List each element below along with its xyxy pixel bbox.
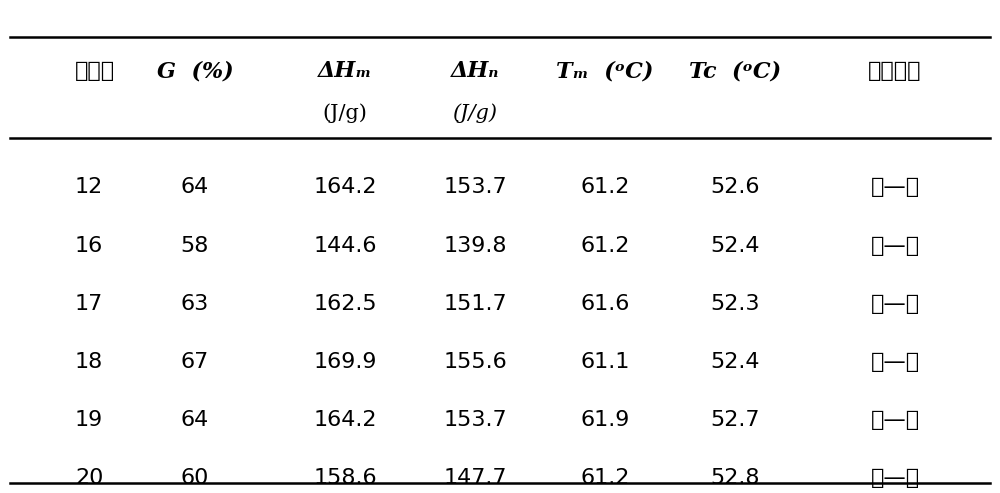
Text: 164.2: 164.2 — [313, 410, 377, 430]
Text: 58: 58 — [181, 236, 209, 255]
Text: 52.4: 52.4 — [710, 236, 760, 255]
Text: 固—固: 固—固 — [870, 352, 920, 372]
Text: 63: 63 — [181, 294, 209, 314]
Text: 144.6: 144.6 — [313, 236, 377, 255]
Text: 固—固: 固—固 — [870, 468, 920, 488]
Text: Tₘ  (ᵒC): Tₘ (ᵒC) — [556, 61, 654, 82]
Text: 12: 12 — [75, 177, 103, 197]
Text: 16: 16 — [75, 236, 103, 255]
Text: 169.9: 169.9 — [313, 352, 377, 372]
Text: 52.4: 52.4 — [710, 352, 760, 372]
Text: 19: 19 — [75, 410, 103, 430]
Text: (J/g): (J/g) — [452, 104, 498, 123]
Text: 固—固: 固—固 — [870, 294, 920, 314]
Text: 64: 64 — [181, 410, 209, 430]
Text: 61.2: 61.2 — [580, 468, 630, 488]
Text: 139.8: 139.8 — [443, 236, 507, 255]
Text: 52.3: 52.3 — [710, 294, 760, 314]
Text: 固—固: 固—固 — [870, 177, 920, 197]
Text: 61.2: 61.2 — [580, 236, 630, 255]
Text: 52.8: 52.8 — [710, 468, 760, 488]
Text: 20: 20 — [75, 468, 103, 488]
Text: 实施例: 实施例 — [75, 62, 115, 81]
Text: 147.7: 147.7 — [443, 468, 507, 488]
Text: 61.1: 61.1 — [580, 352, 630, 372]
Text: 固—固: 固—固 — [870, 236, 920, 255]
Text: ΔHₘ: ΔHₘ — [318, 61, 372, 82]
Text: 61.9: 61.9 — [580, 410, 630, 430]
Text: Tc  (ᵒC): Tc (ᵒC) — [689, 61, 781, 82]
Text: ΔHₙ: ΔHₙ — [451, 61, 499, 82]
Text: 153.7: 153.7 — [443, 177, 507, 197]
Text: 67: 67 — [181, 352, 209, 372]
Text: 60: 60 — [181, 468, 209, 488]
Text: 18: 18 — [75, 352, 103, 372]
Text: 52.6: 52.6 — [710, 177, 760, 197]
Text: G  (%): G (%) — [157, 61, 233, 82]
Text: 153.7: 153.7 — [443, 410, 507, 430]
Text: 17: 17 — [75, 294, 103, 314]
Text: 61.2: 61.2 — [580, 177, 630, 197]
Text: (J/g): (J/g) — [323, 104, 367, 123]
Text: 164.2: 164.2 — [313, 177, 377, 197]
Text: 64: 64 — [181, 177, 209, 197]
Text: 61.6: 61.6 — [580, 294, 630, 314]
Text: 固—固: 固—固 — [870, 410, 920, 430]
Text: 158.6: 158.6 — [313, 468, 377, 488]
Text: 162.5: 162.5 — [313, 294, 377, 314]
Text: 相变类型: 相变类型 — [868, 62, 922, 81]
Text: 151.7: 151.7 — [443, 294, 507, 314]
Text: 155.6: 155.6 — [443, 352, 507, 372]
Text: 52.7: 52.7 — [710, 410, 760, 430]
